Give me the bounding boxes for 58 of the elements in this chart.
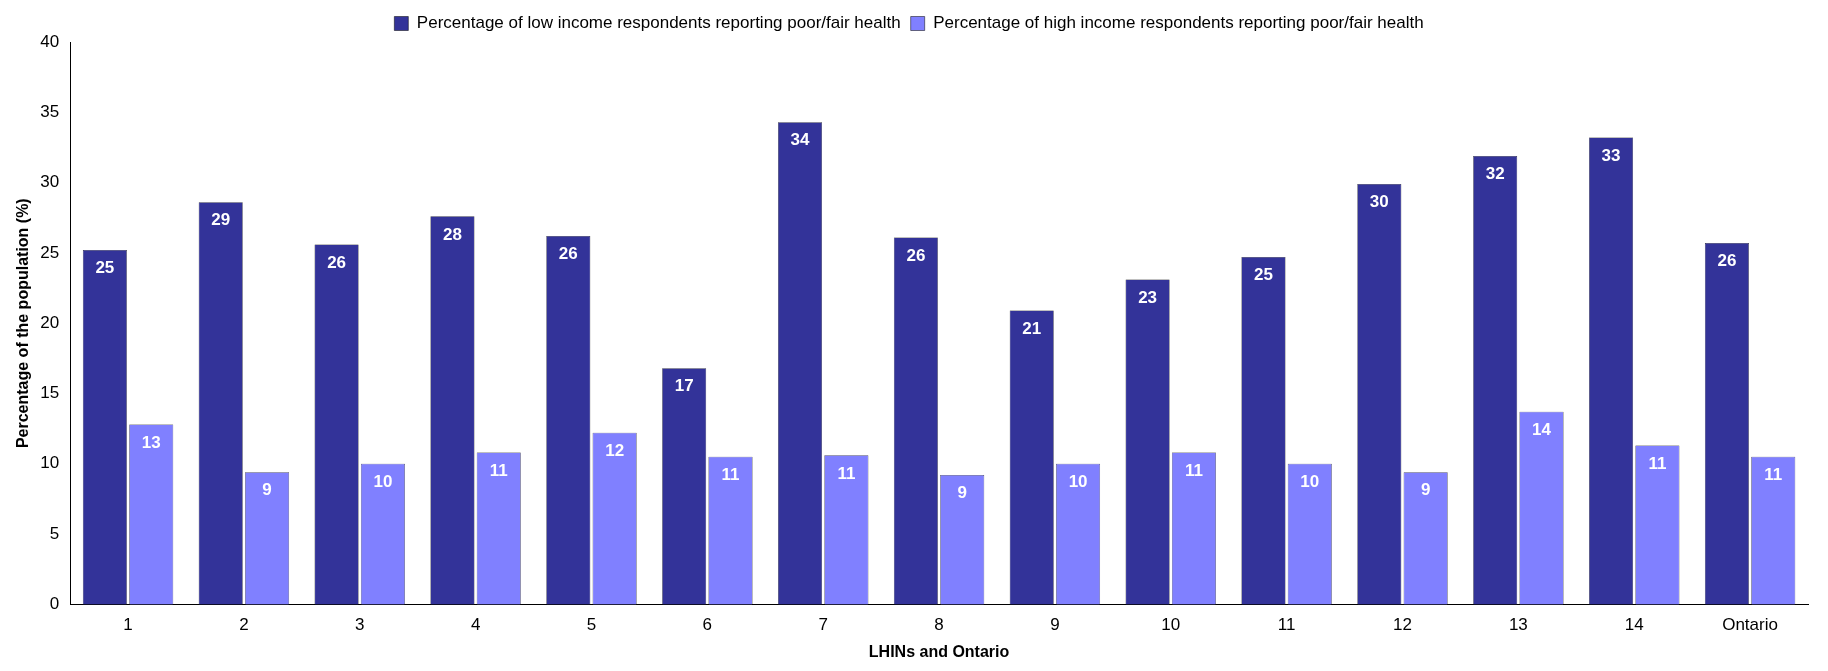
data-label: 13	[141, 432, 161, 452]
data-label: 34	[790, 130, 811, 150]
y-axis-title: Percentage of the population (%)	[14, 198, 32, 449]
data-label: 11	[489, 460, 508, 480]
data-label: 10	[1068, 471, 1088, 491]
data-label: 11	[1184, 460, 1203, 480]
data-label: 26	[1717, 251, 1737, 271]
y-tick-label: 20	[40, 312, 60, 332]
x-axis-title: LHINs and Ontario	[868, 642, 1010, 660]
x-tick-label: 4	[470, 615, 481, 635]
y-tick-label: 25	[40, 242, 60, 262]
data-label: 11	[1764, 464, 1783, 484]
legend-label: Percentage of low income respondents reporting poor/fair health	[416, 13, 901, 33]
y-tick-label: 30	[40, 172, 60, 192]
data-label: 23	[1138, 287, 1158, 307]
data-label: 32	[1485, 164, 1505, 184]
y-tick-label: 0	[49, 594, 60, 614]
x-tick-label: 8	[934, 615, 944, 635]
x-tick-label: 9	[1050, 615, 1060, 635]
x-tick-label: 11	[1277, 615, 1296, 635]
y-tick-label: 15	[40, 383, 60, 403]
x-tick-label: 5	[586, 615, 597, 635]
data-label: 9	[957, 483, 967, 503]
x-tick-label: 1	[123, 615, 133, 635]
data-label: 10	[1300, 471, 1320, 491]
data-label: 26	[906, 245, 926, 265]
data-label: 33	[1601, 145, 1621, 165]
data-label: 12	[605, 441, 625, 461]
x-tick-label: 12	[1393, 615, 1412, 635]
x-tick-label: Ontario	[1722, 615, 1778, 635]
data-label: 11	[837, 463, 856, 483]
x-tick-label: 13	[1508, 615, 1528, 635]
data-label: 30	[1369, 192, 1389, 212]
data-label: 9	[262, 480, 272, 500]
data-label: 26	[327, 252, 347, 272]
data-label: 28	[442, 224, 462, 244]
x-tick-label: 10	[1161, 615, 1181, 635]
data-label: 25	[95, 258, 115, 278]
legend-label: Percentage of high income respondents reporting poor/fair health	[933, 13, 1424, 33]
data-label: 26	[558, 244, 578, 264]
y-tick-label: 10	[40, 453, 60, 473]
data-label: 25	[1254, 265, 1273, 285]
y-tick-label: 40	[40, 31, 60, 51]
y-tick-label: 5	[49, 523, 60, 543]
data-label: 14	[1532, 419, 1552, 439]
x-tick-label: 6	[702, 615, 713, 635]
x-tick-label: 14	[1624, 615, 1644, 635]
data-label: 10	[373, 471, 393, 491]
x-tick-label: 7	[818, 615, 828, 635]
data-label: 11	[721, 464, 740, 484]
x-tick-label: 3	[355, 615, 365, 635]
data-label: 17	[674, 376, 694, 396]
data-label: 29	[211, 210, 231, 230]
data-label: 9	[1420, 480, 1431, 500]
y-tick-label: 35	[40, 101, 60, 121]
data-label: 21	[1022, 318, 1042, 338]
x-tick-label: 2	[239, 615, 249, 635]
data-label: 11	[1648, 453, 1667, 473]
